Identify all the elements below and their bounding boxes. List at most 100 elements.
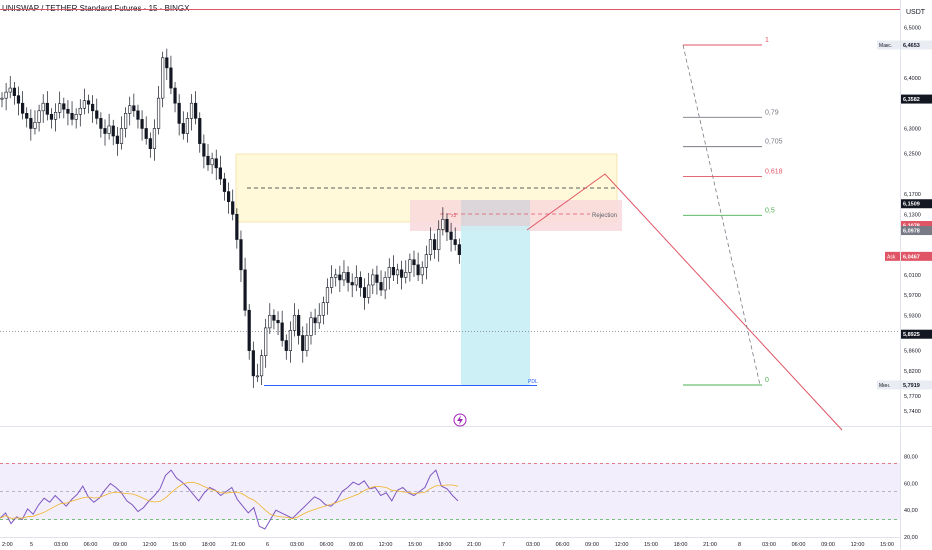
time-tick-label: 5 <box>30 542 33 548</box>
candle-body <box>391 267 396 276</box>
time-tick-label: 21:00 <box>467 542 481 548</box>
candle-body <box>375 274 379 283</box>
candle-body <box>264 327 268 356</box>
price-label-box <box>901 221 932 231</box>
price-tick-label: 5,7700 <box>904 394 921 400</box>
projection-path[interactable] <box>526 173 843 431</box>
candle-body <box>37 110 41 123</box>
fib-retracement[interactable]: 1 0,79 0,705 0,618 0,5 0 <box>683 37 783 386</box>
fib-level-label: 1 <box>765 37 769 44</box>
price-tick-label: 5,7400 <box>904 409 921 415</box>
candle-body <box>321 302 325 316</box>
candle-body <box>387 267 391 278</box>
candle-body <box>115 135 119 144</box>
rsi-tick-label: 20,00 <box>904 535 918 541</box>
rejection-label: Rejection <box>592 213 617 219</box>
candle-body <box>124 113 128 129</box>
candle-body <box>181 123 185 134</box>
candle-body <box>148 138 152 149</box>
price-axis[interactable]: 6,5000 6,4000 6,3000 6,2500 6,1700 6,1300 6,01… <box>904 25 921 415</box>
candle-body <box>449 231 453 240</box>
candle-body <box>424 254 428 268</box>
currency-label[interactable]: USDT <box>906 9 926 16</box>
candle-body <box>432 239 437 250</box>
candle-body <box>62 103 66 110</box>
price-label-box <box>901 251 932 261</box>
fib-trendline <box>682 44 761 386</box>
candle-body <box>284 340 288 351</box>
rsi-tick-label: 80,00 <box>904 455 918 461</box>
candle-body <box>305 335 309 351</box>
time-tick-label: 03:00 <box>762 542 776 548</box>
candle-body <box>437 229 441 250</box>
price-label-tag <box>877 40 900 50</box>
price-label-tag <box>877 380 900 390</box>
candle-body <box>297 314 301 336</box>
candle-body <box>313 317 317 324</box>
candle-body <box>301 335 305 351</box>
candle-body <box>358 277 363 288</box>
fib-level-label: 0,705 <box>765 139 783 146</box>
fib-level-label: 0,618 <box>765 168 783 175</box>
candle-body <box>222 178 227 192</box>
candle-body <box>189 102 194 119</box>
candle-body <box>292 314 297 331</box>
candle-body <box>198 118 202 144</box>
price-label-value: 6,4653 <box>903 43 920 49</box>
price-label-value: 6,0467 <box>903 254 920 260</box>
price-tick-label: 5,8200 <box>904 369 921 375</box>
candle-body <box>29 118 33 129</box>
price-tick-label: 6,1700 <box>904 192 921 198</box>
candle-body <box>214 158 218 169</box>
candle-body <box>82 100 86 109</box>
candle-body <box>95 110 99 119</box>
fib-level-label: 0,5 <box>765 207 775 214</box>
time-tick-label: 18:00 <box>674 542 688 548</box>
target-zone[interactable] <box>461 226 530 385</box>
candle-body <box>395 269 400 276</box>
candle-body <box>49 114 54 120</box>
price-tick-label: 5,8600 <box>904 349 921 355</box>
candle-body <box>231 201 235 215</box>
price-label-box <box>901 40 932 50</box>
price-label-box <box>901 199 932 209</box>
candle-body <box>383 277 387 291</box>
candle-body <box>103 128 107 134</box>
candle-body <box>8 87 12 93</box>
candle-body <box>259 355 264 377</box>
time-tick-label: 15:00 <box>880 542 894 548</box>
time-tick-label: 7 <box>502 542 505 548</box>
time-tick-label: 12:00 <box>143 542 157 548</box>
candle-body <box>91 103 95 112</box>
price-tick-label: 5,9300 <box>904 313 921 319</box>
candle-body <box>280 322 284 341</box>
candle-body <box>235 213 239 240</box>
price-label-box <box>901 94 932 104</box>
price-tick-label: 6,3000 <box>904 126 921 132</box>
candle-body <box>45 102 49 115</box>
candle-body <box>247 309 251 351</box>
candle-body <box>412 259 416 266</box>
price-tick-label: 6,2500 <box>904 152 921 158</box>
candle-body <box>86 100 91 105</box>
time-tick-label: 2:00 <box>2 542 13 548</box>
candle-body <box>338 274 342 281</box>
candle-body <box>251 350 255 377</box>
chart-title: UNISWAP / TETHER Standard Futures · 15 ·… <box>2 4 190 13</box>
candle-body <box>445 219 449 233</box>
time-tick-label: 09:00 <box>821 542 835 548</box>
candle-body <box>169 67 173 89</box>
time-tick-label: 06:00 <box>792 542 806 548</box>
time-tick-label: 03:00 <box>290 542 304 548</box>
candle-body <box>342 272 346 281</box>
rsi-line <box>0 469 459 530</box>
candles <box>0 48 461 388</box>
stop-zone[interactable] <box>461 200 530 226</box>
candle-body <box>136 110 140 120</box>
time-tick-label: 12:00 <box>379 542 393 548</box>
candle-body <box>70 113 74 120</box>
candle-body <box>78 107 82 115</box>
pdl-label: PDL <box>528 379 538 385</box>
time-axis[interactable]: 2:00 5 03:00 06:00 09:00 12:00 15:00 18:00 21:00… <box>2 542 894 548</box>
